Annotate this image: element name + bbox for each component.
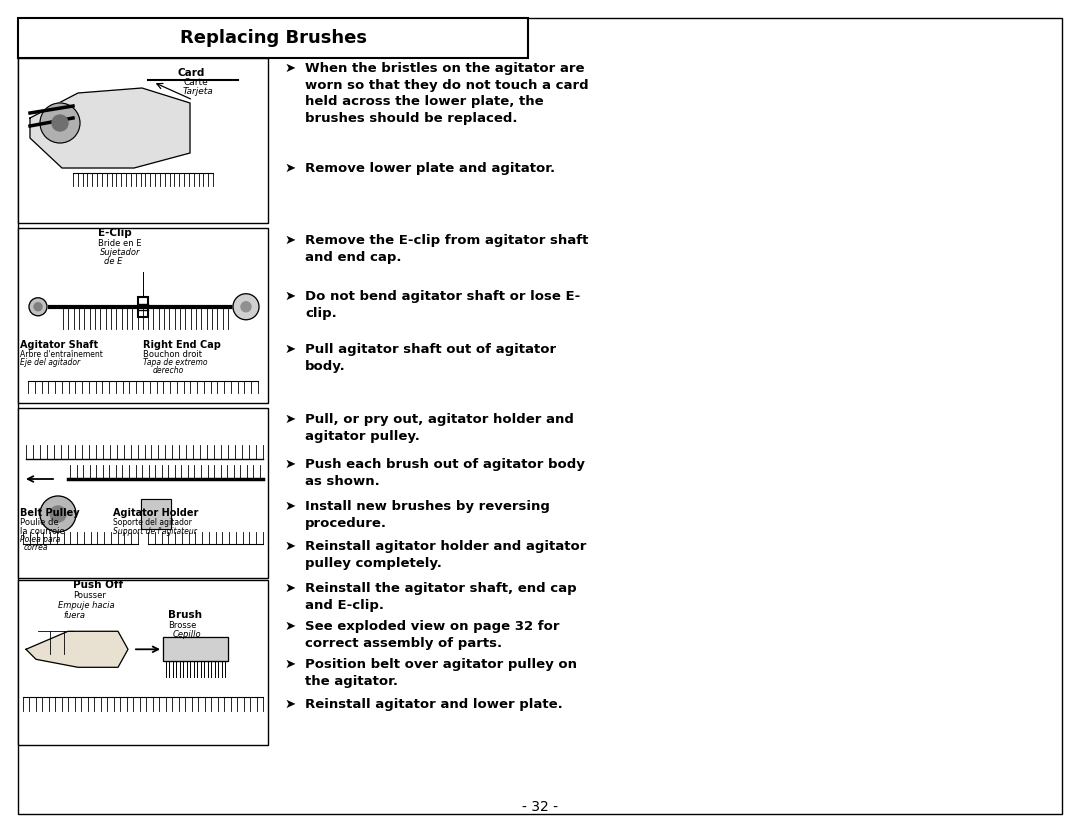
Text: Reinstall agitator and lower plate.: Reinstall agitator and lower plate. [305,698,563,711]
Bar [18,408,268,578]
Circle shape [29,298,48,316]
Text: derecho: derecho [153,366,185,375]
Text: Support de l'agitateur: Support de l'agitateur [113,527,197,536]
Text: Install new brushes by reversing
procedure.: Install new brushes by reversing procedu… [305,500,550,530]
Text: Bride en E: Bride en E [98,239,141,248]
Text: Remove lower plate and agitator.: Remove lower plate and agitator. [305,162,555,175]
Text: Brush: Brush [168,610,202,620]
Circle shape [40,103,80,143]
Text: Arbre d'entraînement: Arbre d'entraînement [21,350,103,359]
Circle shape [52,115,68,131]
Polygon shape [26,631,129,667]
Polygon shape [30,88,190,168]
Bar [18,228,268,403]
Text: Sujetador: Sujetador [100,248,140,257]
Bar [18,58,268,223]
Text: Replacing Brushes: Replacing Brushes [179,29,366,47]
Text: ➤: ➤ [285,458,296,471]
Text: When the bristles on the agitator are
worn so that they do not touch a card
held: When the bristles on the agitator are wo… [305,62,589,124]
Text: ➤: ➤ [285,62,296,75]
Text: Push each brush out of agitator body
as shown.: Push each brush out of agitator body as … [305,458,585,488]
Text: Belt Pulley: Belt Pulley [21,508,80,518]
Bar [163,637,228,661]
Text: Polea para: Polea para [21,535,60,544]
Text: Agitator Holder: Agitator Holder [113,508,199,518]
Text: Pull agitator shaft out of agitator
body.: Pull agitator shaft out of agitator body… [305,343,556,373]
Text: Push Off: Push Off [73,580,123,590]
Text: Reinstall the agitator shaft, end cap
and E-clip.: Reinstall the agitator shaft, end cap an… [305,582,577,611]
Text: ➤: ➤ [285,162,296,175]
Text: Pull, or pry out, agitator holder and
agitator pulley.: Pull, or pry out, agitator holder and ag… [305,413,573,443]
Circle shape [40,496,76,532]
Text: ➤: ➤ [285,234,296,247]
Circle shape [241,302,251,312]
Bar [18,580,268,745]
Text: E-Clip: E-Clip [98,228,132,238]
Text: Tarjeta: Tarjeta [183,87,214,96]
Text: Card: Card [178,68,205,78]
Text: ➤: ➤ [285,540,296,553]
Text: ➤: ➤ [285,413,296,426]
Text: Brosse: Brosse [168,621,197,630]
Text: Bouchon droit: Bouchon droit [143,350,202,359]
Text: Soporte del agitador: Soporte del agitador [113,518,192,527]
Text: ➤: ➤ [285,343,296,356]
Circle shape [233,294,259,319]
Text: ➤: ➤ [285,658,296,671]
Text: fuera: fuera [63,611,85,620]
Text: - 32 -: - 32 - [522,800,558,814]
Text: Empuje hacia: Empuje hacia [58,601,114,610]
Text: Poulie de: Poulie de [21,518,58,527]
Text: Pousser: Pousser [73,591,106,600]
Circle shape [33,303,42,311]
Bar [140,499,171,529]
Text: Agitator Shaft: Agitator Shaft [21,340,98,350]
Text: Position belt over agitator pulley on
the agitator.: Position belt over agitator pulley on th… [305,658,577,687]
Text: Eje del agitador: Eje del agitador [21,358,80,367]
Circle shape [50,506,66,522]
Text: ➤: ➤ [285,620,296,633]
Bar [138,297,148,317]
Text: correa: correa [24,543,49,552]
Text: ➤: ➤ [285,500,296,513]
Text: Right End Cap: Right End Cap [143,340,221,350]
Text: Reinstall agitator holder and agitator
pulley completely.: Reinstall agitator holder and agitator p… [305,540,586,570]
Text: Carte: Carte [183,78,207,87]
Text: de E: de E [104,257,122,266]
Text: ➤: ➤ [285,290,296,303]
Bar [18,18,528,58]
Bar [163,637,228,661]
Text: Do not bend agitator shaft or lose E-
clip.: Do not bend agitator shaft or lose E- cl… [305,290,580,319]
Text: Tapa de extremo: Tapa de extremo [143,358,207,367]
Text: ➤: ➤ [285,582,296,595]
Text: See exploded view on page 32 for
correct assembly of parts.: See exploded view on page 32 for correct… [305,620,559,650]
Bar [140,499,171,529]
Text: la courroie: la courroie [21,527,65,536]
Text: Remove the E-clip from agitator shaft
and end cap.: Remove the E-clip from agitator shaft an… [305,234,589,264]
Text: Cepillo: Cepillo [173,630,202,639]
Text: ➤: ➤ [285,698,296,711]
